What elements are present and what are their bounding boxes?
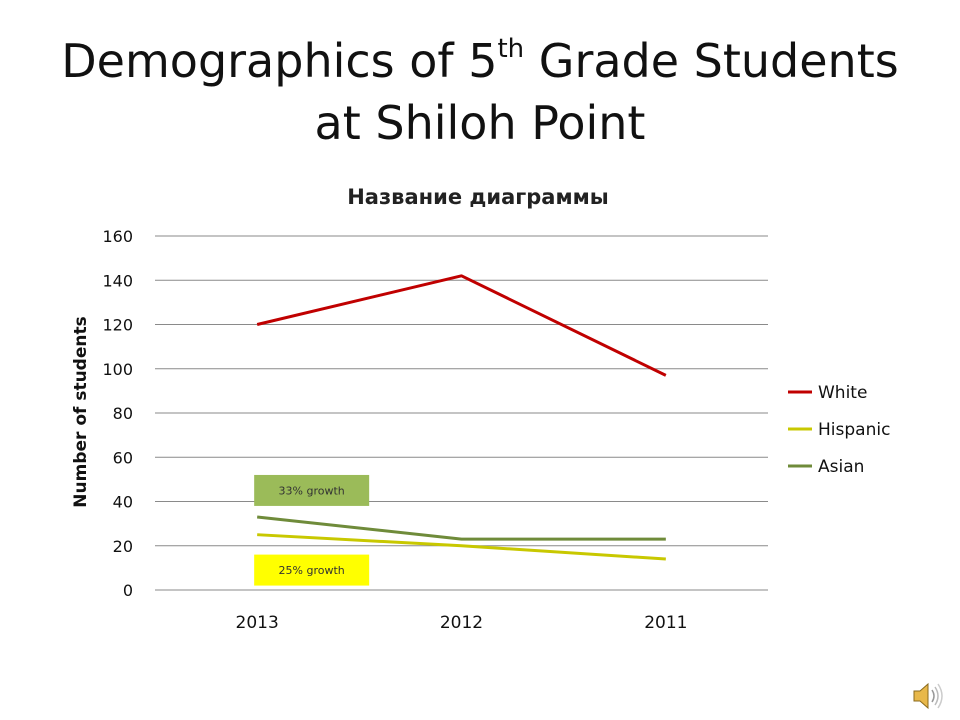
legend-item-white: White (788, 383, 867, 403)
title-part2: Grade Students at Shiloh Point (314, 34, 899, 150)
y-tick-label: 40 (113, 493, 133, 512)
y-tick-label: 60 (113, 448, 133, 467)
annotation-box (254, 554, 370, 586)
y-tick-label: 100 (102, 360, 133, 379)
y-tick-label: 0 (123, 581, 133, 600)
annotations: 33% growth 25% growth (254, 474, 370, 586)
annotation-box (254, 474, 370, 506)
x-tick-label: 2013 (236, 613, 279, 633)
legend-item-asian: Asian (788, 457, 864, 477)
x-tick-label: 2011 (644, 613, 687, 633)
slide-title: Demographics of 5th Grade Students at Sh… (40, 30, 920, 154)
y-tick-labels: 0 20 40 60 80 100 120 140 160 (102, 227, 133, 600)
annotation-text: 33% growth (279, 484, 345, 497)
annotation-text: 25% growth (279, 564, 345, 577)
growth-annotation: 25% growth (254, 554, 370, 586)
series-line-hispanic (257, 533, 666, 561)
series-lines (256, 274, 667, 561)
y-tick-label: 160 (102, 227, 133, 246)
growth-annotation: 33% growth (254, 474, 370, 506)
speaker-icon[interactable] (908, 676, 948, 716)
legend: White Hispanic Asian (788, 383, 890, 477)
y-tick-label: 20 (113, 537, 133, 556)
title-part1: Demographics of 5 (61, 34, 498, 88)
y-tick-label: 140 (102, 271, 133, 290)
legend-label: Asian (818, 457, 864, 477)
title-sup: th (497, 34, 525, 64)
y-tick-label: 80 (113, 404, 133, 423)
series-line-white (256, 274, 667, 377)
legend-item-hispanic: Hispanic (788, 420, 890, 440)
legend-label: Hispanic (818, 420, 890, 440)
y-axis-label: Number of students (71, 316, 91, 507)
legend-label: White (818, 383, 867, 403)
x-tick-labels: 2013 2012 2011 (236, 613, 688, 633)
chart-title: Название диаграммы (347, 185, 609, 209)
y-tick-label: 120 (102, 316, 133, 335)
x-tick-label: 2012 (440, 613, 483, 633)
series-line-asian (257, 515, 666, 541)
gridlines (155, 235, 768, 591)
